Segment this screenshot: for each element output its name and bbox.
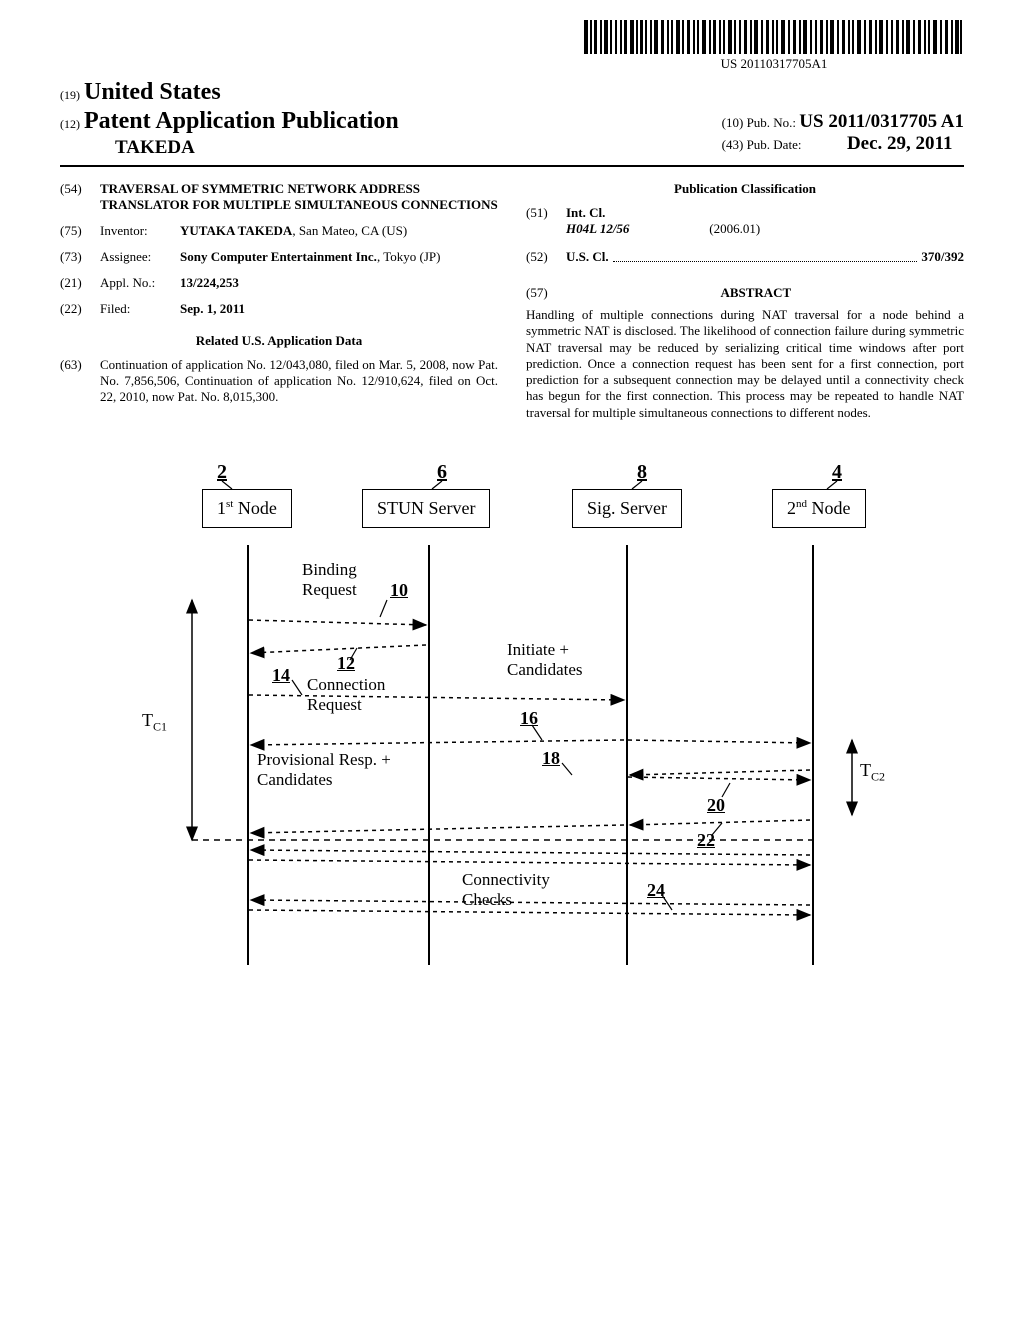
intcl-num: (51)	[526, 205, 566, 221]
header-rule	[60, 165, 964, 167]
intcl-label: Int. Cl.	[566, 205, 605, 221]
sequence-diagram: 2 6 8 4 1st Node STUN Server Sig. Server…	[132, 461, 892, 965]
inventor-value: YUTAKA TAKEDA, San Mateo, CA (US)	[180, 223, 498, 239]
title-value: TRAVERSAL OF SYMMETRIC NETWORK ADDRESS T…	[100, 181, 498, 213]
filed-label: Filed:	[100, 301, 180, 317]
pubdate-label: Pub. Date:	[747, 137, 802, 152]
intcl-code: H04L 12/56	[566, 221, 706, 237]
pubno-label: Pub. No.:	[747, 115, 796, 130]
uscl-label: U.S. Cl.	[566, 249, 609, 265]
callout-leaders	[132, 461, 892, 541]
header-inventor: TAKEDA	[60, 137, 722, 159]
assignee-num: (73)	[60, 249, 100, 265]
label-tc2: TC2	[860, 760, 885, 785]
barcode-text: US 20110317705A1	[584, 56, 964, 72]
intcl-date: (2006.01)	[709, 221, 760, 236]
inventor-label: Inventor:	[100, 223, 180, 239]
applno-label: Appl. No.:	[100, 275, 180, 291]
pub-type: Patent Application Publication	[84, 108, 399, 134]
num-18: 18	[542, 748, 560, 769]
country: United States	[84, 79, 221, 105]
applno-value: 13/224,253	[180, 275, 498, 291]
label-conn-req: ConnectionRequest	[307, 675, 385, 715]
num-10: 10	[390, 580, 408, 601]
label-connectivity: ConnectivityChecks	[462, 870, 550, 910]
num-24: 24	[647, 880, 665, 901]
inventor-num: (75)	[60, 223, 100, 239]
bibliographic-columns: (54) TRAVERSAL OF SYMMETRIC NETWORK ADDR…	[60, 181, 964, 421]
uscl-dots	[613, 249, 918, 262]
num-16: 16	[520, 708, 538, 729]
num-14: 14	[272, 665, 290, 686]
label-binding: BindingRequest	[302, 560, 357, 600]
abstract-heading: (57) ABSTRACT	[526, 285, 964, 301]
label-tc1: TC1	[142, 710, 167, 735]
barcode-svg	[584, 20, 964, 54]
pubdate-prefix: (43)	[722, 137, 744, 152]
barcode-area: US 20110317705A1	[60, 20, 964, 73]
country-prefix: (19)	[60, 88, 80, 102]
class-heading: Publication Classification	[526, 181, 964, 197]
cont-num: (63)	[60, 357, 100, 405]
assignee-label: Assignee:	[100, 249, 180, 265]
pubdate-value: Dec. 29, 2011	[847, 133, 953, 154]
barcode: US 20110317705A1	[584, 20, 964, 72]
cont-text: Continuation of application No. 12/043,0…	[100, 357, 498, 405]
num-22: 22	[697, 830, 715, 851]
uscl-value: 370/392	[921, 249, 964, 265]
title-num: (54)	[60, 181, 100, 213]
pubno-prefix: (10)	[722, 115, 744, 130]
pubno-value: US 2011/0317705 A1	[799, 111, 964, 132]
left-column: (54) TRAVERSAL OF SYMMETRIC NETWORK ADDR…	[60, 181, 498, 421]
related-heading: Related U.S. Application Data	[60, 333, 498, 349]
abstract-text: Handling of multiple connections during …	[526, 307, 964, 421]
num-12: 12	[337, 653, 355, 674]
filed-value: Sep. 1, 2011	[180, 301, 498, 317]
filed-num: (22)	[60, 301, 100, 317]
right-column: Publication Classification (51) Int. Cl.…	[526, 181, 964, 421]
applno-num: (21)	[60, 275, 100, 291]
assignee-value: Sony Computer Entertainment Inc., Tokyo …	[180, 249, 498, 265]
pub-prefix: (12)	[60, 117, 80, 131]
label-initiate: Initiate +Candidates	[507, 640, 583, 680]
header: (19) United States (12) Patent Applicati…	[60, 79, 964, 159]
num-20: 20	[707, 795, 725, 816]
uscl-num: (52)	[526, 249, 566, 265]
label-provisional: Provisional Resp. +Candidates	[257, 750, 391, 790]
